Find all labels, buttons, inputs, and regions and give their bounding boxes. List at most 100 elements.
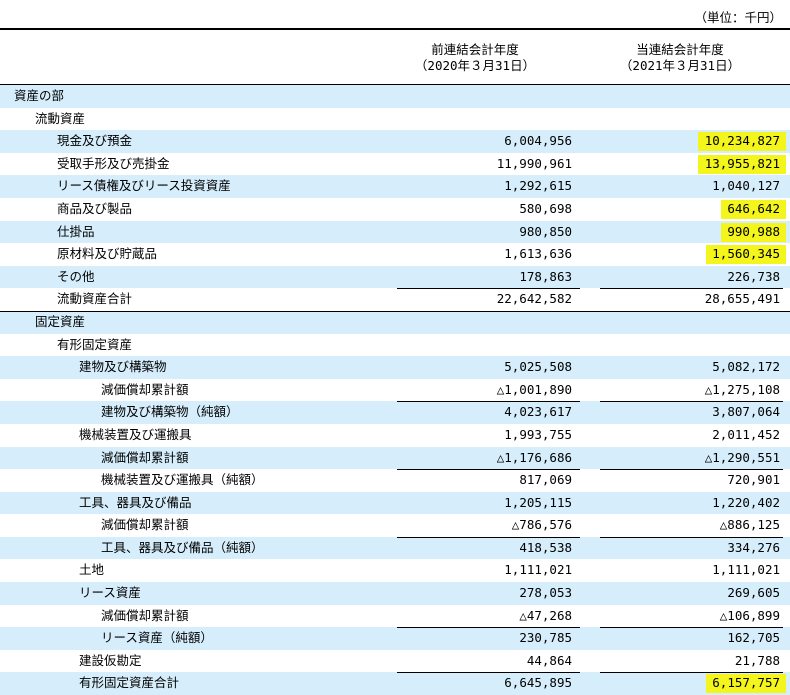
curr-year-value: 1,111,021: [712, 562, 780, 578]
curr-year-value: 10,234,827: [704, 133, 780, 149]
table-row: 土地 1,111,021 1,111,021: [0, 559, 790, 582]
prev-year-value: 230,785: [519, 630, 572, 646]
highlight-marker: [720, 222, 786, 242]
row-label: 建物及び構築物（純額）: [101, 404, 239, 420]
curr-year-value: 1,040,127: [712, 178, 780, 194]
row-label: リース資産: [79, 585, 141, 601]
table-row: 流動資産合計 22,642,582 28,655,491: [0, 288, 790, 311]
unit-label: （単位：千円）: [694, 10, 782, 25]
row-label: 減価償却累計額: [101, 381, 189, 397]
table-row: 現金及び預金 6,004,956 10,234,827: [0, 130, 790, 153]
table-row: リース債権及びリース投資資産 1,292,615 1,040,127: [0, 175, 790, 198]
table-row: 商品及び製品 580,698 646,642: [0, 198, 790, 221]
table-row: 原材料及び貯蔵品 1,613,636 1,560,345: [0, 243, 790, 266]
curr-year-value: 162,705: [727, 630, 780, 646]
row-label: リース債権及びリース投資資産: [57, 178, 231, 194]
prev-year-value: 1,205,115: [504, 494, 572, 510]
row-label: 資産の部: [14, 88, 65, 103]
prev-year-value: △1,001,890: [496, 381, 572, 397]
curr-year-value: 1,220,402: [712, 494, 780, 510]
table-row: リース資産（純額） 230,785 162,705: [0, 627, 790, 650]
curr-year-value: 226,738: [727, 268, 780, 284]
curr-year-value: 21,788: [734, 652, 780, 668]
row-label: 有形固定資産合計: [79, 675, 180, 691]
curr-year-title: 当連結会計年度: [636, 42, 724, 57]
curr-year-value: 28,655,491: [704, 291, 780, 307]
table-row: 減価償却累計額 △47,268 △106,899: [0, 605, 790, 628]
highlight-marker: [720, 199, 786, 219]
row-label: その他: [57, 268, 95, 284]
prev-year-value: 580,698: [519, 200, 572, 216]
table-row: 建物及び構築物 5,025,508 5,082,172: [0, 356, 790, 379]
table-row: 機械装置及び運搬具 1,993,755 2,011,452: [0, 424, 790, 447]
prev-year-value: 44,864: [526, 652, 572, 668]
curr-year-value: △886,125: [719, 517, 780, 533]
table-header: 前連結会計年度 （2020年３月31日） 当連結会計年度 （2021年３月31日…: [0, 28, 790, 85]
prev-year-value: 980,850: [519, 223, 572, 239]
curr-year-value: 13,955,821: [704, 155, 780, 171]
row-label: 商品及び製品: [57, 200, 133, 216]
prev-year-value: 178,863: [519, 268, 572, 284]
prev-year-date: （2020年３月31日）: [414, 58, 536, 73]
subtotal-rule-prev: [397, 401, 580, 403]
section-rule: [0, 310, 790, 312]
curr-year-value: 6,157,757: [712, 675, 780, 691]
row-label: 有形固定資産: [57, 336, 133, 352]
prev-year-value: 1,613,636: [504, 246, 572, 262]
prev-year-value: 4,023,617: [504, 404, 572, 420]
curr-year-value: 334,276: [727, 539, 780, 555]
prev-year-value: △47,268: [519, 607, 572, 623]
prev-year-value: 6,645,895: [504, 675, 572, 691]
row-label: 仕掛品: [57, 223, 95, 239]
row-label: 現金及び預金: [57, 133, 133, 149]
subtotal-rule-curr: [600, 536, 783, 538]
highlight-marker: [698, 154, 786, 174]
prev-year-value: 6,004,956: [504, 133, 572, 149]
table-row: 工具、器具及び備品 1,205,115 1,220,402: [0, 491, 790, 515]
balance-sheet-table: 資産の部流動資産現金及び預金 6,004,956 10,234,827 受取手形及び売…: [0, 85, 790, 695]
row-label: 工具、器具及び備品（純額）: [101, 539, 264, 555]
row-label: 減価償却累計額: [101, 449, 189, 465]
row-label: 土地: [79, 562, 105, 578]
curr-year-value: 269,605: [727, 585, 780, 601]
table-row: 有形固定資産: [0, 334, 790, 357]
row-label: 原材料及び貯蔵品: [57, 246, 158, 262]
curr-year-value: 2,011,452: [712, 426, 780, 442]
prev-year-value: △1,176,686: [496, 449, 572, 465]
subtotal-rule-prev: [397, 288, 580, 290]
subtotal-rule-curr: [600, 401, 783, 403]
row-label: 建設仮勘定: [79, 652, 142, 668]
row-label: 機械装置及び運搬具（純額）: [101, 472, 264, 488]
row-label: 固定資産: [35, 313, 86, 329]
curr-year-value: △1,275,108: [704, 381, 780, 397]
row-label: 減価償却累計額: [101, 607, 189, 623]
row-label: 流動資産合計: [57, 291, 133, 307]
table-row: 減価償却累計額 △1,001,890 △1,275,108: [0, 379, 790, 402]
subtotal-rule-prev: [397, 469, 580, 471]
table-row: 建設仮勘定 44,864 21,788: [0, 650, 790, 673]
table-row: 工具、器具及び備品（純額） 418,538 334,276: [0, 536, 790, 560]
table-row: 受取手形及び売掛金 11,990,961 13,955,821: [0, 153, 790, 176]
prev-year-value: 278,053: [519, 585, 572, 601]
prev-year-value: 418,538: [519, 539, 572, 555]
prev-year-value: △786,576: [511, 517, 572, 533]
table-row: 減価償却累計額 △1,176,686 △1,290,551: [0, 446, 790, 470]
curr-year-value: 646,642: [727, 200, 780, 216]
highlight-marker: [705, 245, 786, 265]
table-row: 減価償却累計額 △786,576 △886,125: [0, 514, 790, 537]
prev-year-value: 1,993,755: [504, 426, 572, 442]
highlight-marker: [705, 674, 786, 694]
curr-year-header: 当連結会計年度 （2021年３月31日）: [590, 42, 770, 74]
prev-year-value: 1,111,021: [504, 562, 572, 578]
curr-year-value: △106,899: [719, 607, 780, 623]
row-label: 工具、器具及び備品: [79, 494, 192, 510]
table-row: 仕掛品 980,850 990,988: [0, 220, 790, 244]
prev-year-value: 1,292,615: [504, 178, 572, 194]
prev-year-value: 5,025,508: [504, 359, 572, 375]
table-row: その他 178,863 226,738: [0, 265, 790, 289]
row-label: 流動資産: [35, 110, 86, 126]
curr-year-value: 5,082,172: [712, 359, 780, 375]
subtotal-rule-curr: [600, 469, 783, 471]
subtotal-rule-prev: [397, 536, 580, 538]
curr-year-value: 3,807,064: [712, 404, 780, 420]
